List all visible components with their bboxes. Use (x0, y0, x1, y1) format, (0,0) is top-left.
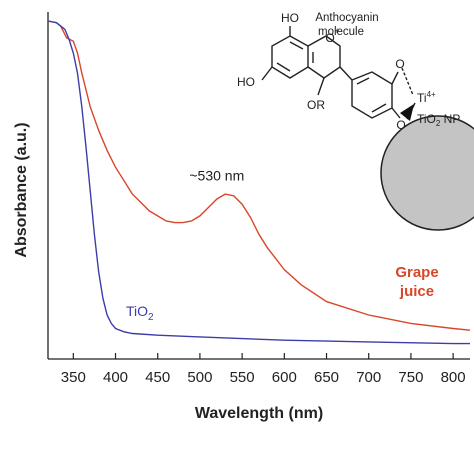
label-tio2: TiO2 (126, 303, 154, 323)
oxygen-upper-label: O (395, 57, 404, 71)
series-tio2-line (47, 20, 470, 345)
or-group-label: OR (307, 98, 325, 112)
tio2-np-sub: 2 (436, 119, 441, 128)
oh-left-label: HO (237, 75, 255, 89)
ring-oxygen-label: O (325, 31, 334, 45)
peak-annotation-530nm: ~530 nm (189, 168, 244, 184)
tio2-np-label: TiO2 NP (417, 112, 460, 128)
oxygen-lower-label: O (396, 118, 405, 132)
x-ticks (72, 353, 454, 359)
x-tick-label-500: 500 (187, 369, 212, 386)
series-grape-juice-line (47, 20, 471, 331)
x-tick-label-750: 750 (398, 369, 423, 386)
x-tick-label-550: 550 (230, 369, 255, 386)
tio2-np-rest: NP (440, 112, 460, 126)
ti-ion-label: Ti4+ (417, 90, 436, 105)
ti-ion-main: Ti (417, 91, 427, 105)
x-tick-label-800: 800 (441, 369, 466, 386)
anthocyanin-label-line2: molecule (318, 26, 364, 38)
axes (47, 12, 470, 360)
x-tick-label-350: 350 (61, 369, 86, 386)
molecule-bonds (261, 26, 416, 120)
ti-ion-charge: 4+ (427, 90, 436, 99)
label-tio2-sub: 2 (148, 312, 154, 323)
label-juice: juice (399, 283, 434, 300)
x-tick-label-600: 600 (272, 369, 297, 386)
x-tick-label-700: 700 (356, 369, 381, 386)
anthocyanin-label-line1: Anthocyanin (315, 12, 378, 24)
x-tick-label-400: 400 (103, 369, 128, 386)
tio2-np-main: TiO (417, 112, 436, 126)
x-tick-labels: 350 400 450 500 550 600 650 700 750 800 (61, 369, 466, 386)
anthocyanin-structure-inset: HO HO Anthocyanin molecule O + OR O O Ti… (237, 11, 474, 231)
coordination-arrowhead (400, 104, 414, 121)
oh-top-label: HO (281, 11, 299, 25)
label-tio2-main: TiO (126, 303, 148, 319)
y-axis-label: Absorbance (a.u.) (13, 122, 30, 257)
tio2-nanoparticle (380, 115, 474, 231)
x-tick-label-450: 450 (145, 369, 170, 386)
x-axis-label: Wavelength (nm) (195, 405, 323, 422)
ring-oxygen-charge: + (334, 26, 339, 36)
x-tick-label-650: 650 (314, 369, 339, 386)
label-grape: Grape (395, 264, 438, 281)
